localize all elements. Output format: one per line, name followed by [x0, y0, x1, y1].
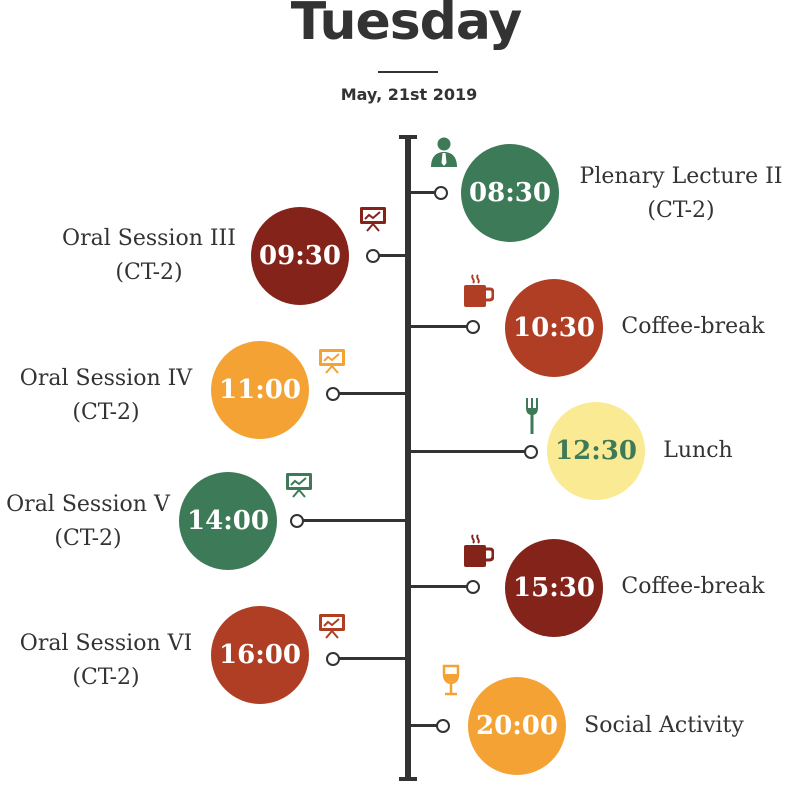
event-connector [336, 657, 408, 660]
event-title: Coffee-break [621, 574, 765, 599]
event-node [326, 652, 340, 666]
event-title: Lunch [663, 438, 733, 463]
event-label: Oral Session IV (CT-2) [0, 362, 212, 430]
event-time-bubble: 10:30 [505, 279, 603, 377]
event-connector [408, 325, 468, 328]
event-node [290, 514, 304, 528]
presentation-board-icon [286, 473, 312, 498]
event-time: 14:00 [187, 506, 269, 536]
event-time-bubble: 11:00 [211, 341, 309, 439]
lecturer-icon [431, 137, 457, 167]
event-node [434, 186, 448, 200]
event-label: Coffee-break [612, 310, 774, 344]
event-time: 09:30 [259, 241, 341, 271]
event-title: Plenary Lecture II [579, 164, 783, 189]
event-time: 12:30 [555, 436, 637, 466]
event-location: (CT-2) [72, 400, 140, 425]
timeline-axis [405, 137, 411, 781]
presentation-board-icon [319, 349, 345, 374]
event-label: Oral Session VI (CT-2) [4, 627, 208, 695]
event-node [326, 387, 340, 401]
event-time-bubble: 09:30 [251, 207, 349, 305]
event-connector [336, 392, 408, 395]
event-node [366, 249, 380, 263]
presentation-board-icon [319, 614, 345, 639]
event-time: 16:00 [219, 640, 301, 670]
event-connector [408, 585, 468, 588]
event-time-bubble: 08:30 [461, 144, 559, 242]
event-time: 15:30 [513, 573, 595, 603]
fork-icon [526, 398, 538, 434]
event-label: Oral Session III (CT-2) [40, 222, 258, 290]
event-time-bubble: 20:00 [468, 677, 566, 775]
event-time: 20:00 [476, 711, 558, 741]
event-node [466, 320, 480, 334]
event-label: Social Activity [576, 709, 752, 743]
event-time: 10:30 [513, 313, 595, 343]
event-title: Social Activity [584, 713, 744, 738]
event-title: Oral Session V [6, 492, 170, 517]
event-time-bubble: 16:00 [211, 606, 309, 704]
event-label: Coffee-break [612, 570, 774, 604]
page-date: May, 21st 2019 [340, 85, 478, 104]
timeline-top-cap [399, 135, 417, 139]
event-title: Oral Session VI [19, 631, 193, 656]
page-title: Tuesday [290, 0, 523, 52]
event-location: (CT-2) [72, 665, 140, 690]
event-title: Oral Session IV [19, 366, 193, 391]
event-connector [408, 191, 436, 194]
coffee-cup-icon [464, 534, 494, 567]
event-label: Plenary Lecture II (CT-2) [572, 160, 790, 228]
title-divider [378, 71, 438, 73]
event-title: Coffee-break [621, 314, 765, 339]
event-connector [300, 519, 408, 522]
event-connector [376, 254, 408, 257]
event-location: (CT-2) [115, 260, 183, 285]
event-time-bubble: 14:00 [179, 472, 277, 570]
event-time-bubble: 12:30 [547, 402, 645, 500]
event-connector [408, 724, 438, 727]
event-time: 08:30 [469, 178, 551, 208]
event-location: (CT-2) [54, 526, 122, 551]
presentation-board-icon [360, 207, 386, 232]
event-connector [408, 450, 526, 453]
coffee-cup-icon [464, 274, 494, 307]
event-node [466, 580, 480, 594]
event-time: 11:00 [219, 375, 301, 405]
timeline-bottom-cap [399, 777, 417, 781]
event-title: Oral Session III [62, 226, 236, 251]
event-node [436, 719, 450, 733]
event-label: Lunch [658, 434, 738, 468]
event-location: (CT-2) [647, 198, 715, 223]
wine-glass-icon [442, 664, 460, 696]
event-label: Oral Session V (CT-2) [0, 488, 176, 556]
event-node [524, 445, 538, 459]
event-time-bubble: 15:30 [505, 539, 603, 637]
